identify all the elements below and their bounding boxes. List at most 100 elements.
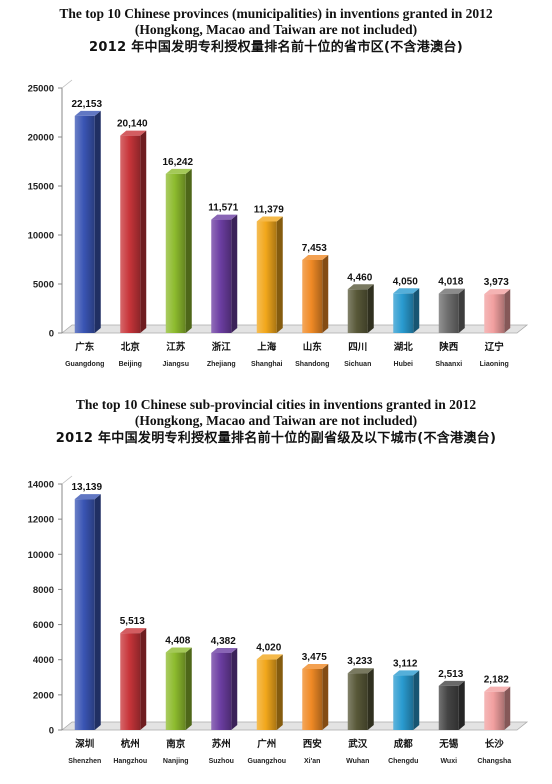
bar-side xyxy=(367,668,374,730)
bar-front xyxy=(302,668,323,730)
data-label: 4,050 xyxy=(393,276,418,287)
bar-front xyxy=(438,293,459,333)
category-label-en: Guangzhou xyxy=(248,758,287,765)
data-label: 11,379 xyxy=(254,204,284,215)
category-label-en: Zhejiang xyxy=(207,361,236,368)
bar-side xyxy=(458,288,465,333)
bar-side xyxy=(140,130,147,333)
bar-top xyxy=(74,494,101,500)
bar-top xyxy=(393,670,420,676)
bar-shandong xyxy=(302,254,329,333)
category-label-cn: 广东 xyxy=(75,341,95,353)
y-tick-label: 25000 xyxy=(28,84,54,95)
bar-hangzhou xyxy=(120,628,147,730)
category-label-en: Wuxi xyxy=(440,758,457,765)
category-label-cn: 深圳 xyxy=(75,738,94,750)
y-tick-label: 15000 xyxy=(28,182,54,193)
data-label: 3,112 xyxy=(393,658,418,669)
data-label: 5,513 xyxy=(120,616,145,627)
bar-top xyxy=(484,686,511,692)
bar-sichuan xyxy=(347,284,374,333)
bar-guangzhou xyxy=(256,654,283,730)
bar-shenzhen xyxy=(74,494,101,730)
data-label: 4,018 xyxy=(438,277,463,288)
back-wall-edge xyxy=(61,79,73,89)
bar-jiangsu xyxy=(165,168,192,333)
chart-provinces: 0 5000 10000 15000 20000 25000 22,153 广东 Guangdo… xyxy=(28,79,529,368)
category-label-cn: 南京 xyxy=(166,738,186,750)
data-label: 3,475 xyxy=(302,652,327,663)
y-tick-label: 0 xyxy=(49,329,54,340)
category-label-en: Shandong xyxy=(295,361,329,368)
bar-top xyxy=(302,663,329,669)
category-label-cn: 广州 xyxy=(257,738,276,750)
bar-top xyxy=(347,284,374,290)
bar-xian xyxy=(302,663,329,730)
bar-front xyxy=(256,659,277,730)
category-label-cn: 湖北 xyxy=(394,341,414,353)
category-label-en: Jiangsu xyxy=(163,361,189,368)
data-label: 2,182 xyxy=(484,675,509,686)
bar-side xyxy=(276,216,283,333)
category-label-cn: 无锡 xyxy=(438,738,459,750)
bar-side xyxy=(458,680,465,730)
bar-front xyxy=(484,294,505,333)
data-label: 3,233 xyxy=(347,656,372,667)
category-label-cn: 武汉 xyxy=(348,738,368,750)
bar-suzhou xyxy=(211,648,238,730)
bar-top xyxy=(120,628,147,634)
data-label: 2,513 xyxy=(438,669,463,680)
bar-side xyxy=(367,284,374,333)
y-tick-label: 10000 xyxy=(28,550,54,561)
bar-top xyxy=(165,168,192,174)
bar-side xyxy=(231,214,238,333)
bar-top xyxy=(165,647,192,653)
bar-top xyxy=(211,648,238,654)
category-label-cn: 长沙 xyxy=(485,738,505,750)
bar-top xyxy=(256,654,283,660)
data-label: 13,139 xyxy=(71,482,102,493)
category-label-en: Shanghai xyxy=(251,361,283,368)
y-tick-label: 0 xyxy=(49,726,54,737)
bar-guangdong xyxy=(74,110,101,333)
data-label: 4,020 xyxy=(256,642,281,653)
category-label-en: Xi'an xyxy=(304,758,320,765)
bar-front xyxy=(74,115,95,333)
bar-top xyxy=(211,214,238,220)
category-label-cn: 辽宁 xyxy=(485,341,505,353)
bar-chengdu xyxy=(393,670,420,730)
bar-beijing xyxy=(120,130,147,333)
chart2-title-en-line1: The top 10 Chinese sub-provincial cities… xyxy=(75,397,477,412)
data-label: 4,382 xyxy=(211,636,236,647)
bar-side xyxy=(322,254,329,333)
category-label-cn: 山东 xyxy=(303,341,323,353)
bar-top xyxy=(347,668,374,674)
data-label: 16,242 xyxy=(162,157,193,168)
category-label-cn: 成都 xyxy=(394,738,414,750)
bar-front xyxy=(393,675,414,730)
category-label-en: Wuhan xyxy=(346,758,369,765)
bar-changsha xyxy=(484,686,511,730)
bar-front xyxy=(120,633,141,730)
category-label-cn: 苏州 xyxy=(212,738,231,750)
bar-front xyxy=(256,221,277,333)
y-tick-label: 4000 xyxy=(33,655,54,666)
data-label: 7,453 xyxy=(302,243,327,254)
back-wall-edge xyxy=(61,475,73,485)
category-label-cn: 北京 xyxy=(121,341,141,353)
category-label-cn: 上海 xyxy=(257,341,277,353)
bar-front xyxy=(438,685,459,730)
y-tick-label: 12000 xyxy=(28,515,54,526)
category-label-cn: 陕西 xyxy=(439,341,459,353)
bar-top xyxy=(393,288,420,294)
bar-wuxi xyxy=(438,680,465,730)
y-tick-label: 10000 xyxy=(28,231,54,242)
category-label-en: Chengdu xyxy=(388,758,418,765)
bar-front xyxy=(165,173,186,333)
bar-front xyxy=(393,293,414,333)
bar-side xyxy=(140,628,147,730)
category-label-en: Hubei xyxy=(394,361,414,368)
chart1-title-en-line1: The top 10 Chinese provinces (municipali… xyxy=(59,6,493,21)
bar-side xyxy=(231,648,238,730)
data-label: 22,153 xyxy=(71,99,102,110)
